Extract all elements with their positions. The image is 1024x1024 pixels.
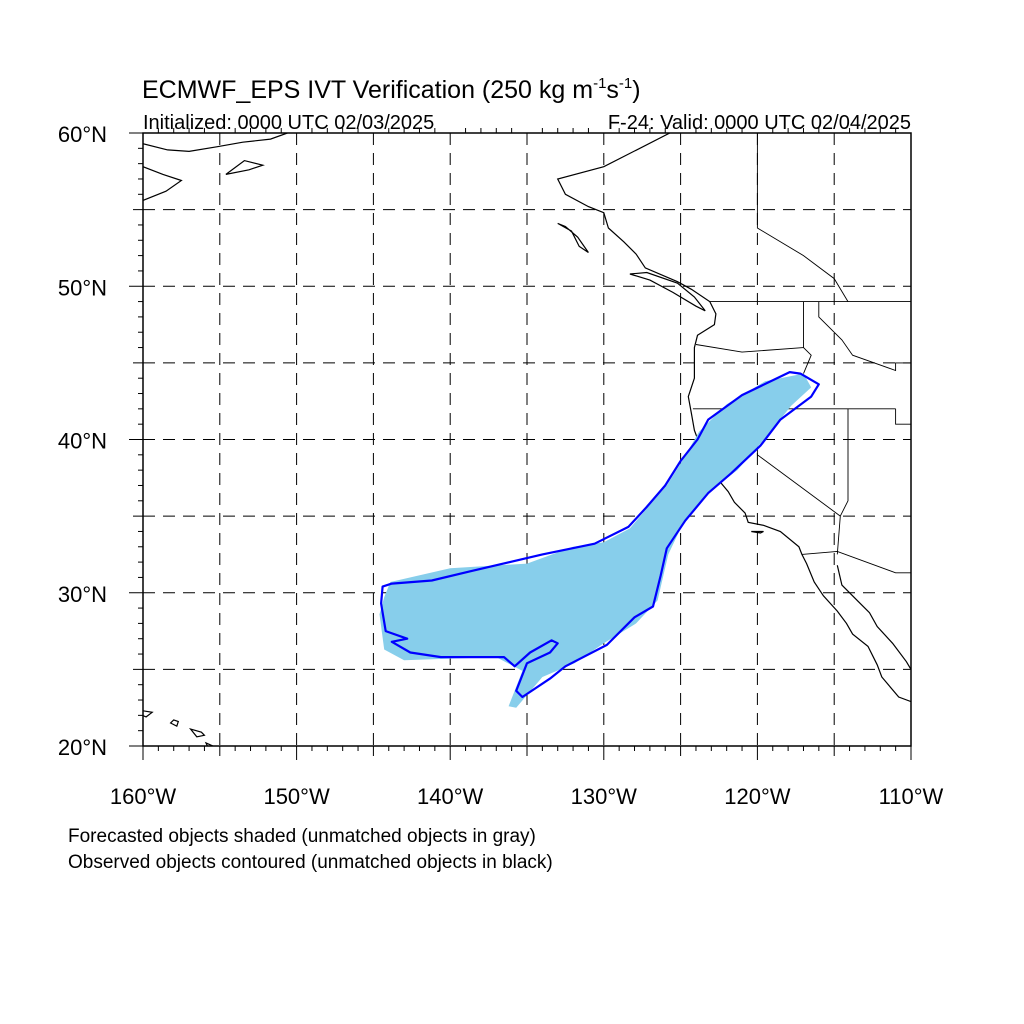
subtitle-valid: F-24: Valid: 0000 UTC 02/04/2025 (608, 112, 911, 134)
grid-lines (143, 133, 911, 746)
border-ut-line (895, 408, 911, 425)
border-or-wa (695, 344, 804, 353)
observed-object-contour (380, 371, 820, 699)
border-us-mexico (801, 550, 911, 574)
coastline-hawaii-3 (188, 728, 206, 738)
lon-label: 130°W (571, 784, 638, 809)
caption-observed: Observed objects contoured (unmatched ob… (68, 852, 553, 873)
lon-label: 120°W (724, 784, 791, 809)
caption-forecast: Forecasted objects shaded (unmatched obj… (68, 826, 536, 847)
lat-label: 50°N (58, 275, 107, 300)
axis-labels: 160°W 150°W 140°W 130°W 120°W 110°W 60°N 50°N 40… (58, 122, 944, 809)
forecast-object (379, 373, 812, 708)
lat-label: 20°N (58, 735, 107, 760)
coastline-hawaii-4 (204, 741, 215, 746)
lon-label: 140°W (417, 784, 484, 809)
coastline-hawaii-2 (169, 719, 180, 727)
border-id-mt (818, 301, 911, 372)
coastline-kodiak (225, 159, 265, 175)
lat-label: 60°N (58, 122, 107, 147)
plot-area (143, 133, 911, 746)
coastline-channel-islands (751, 530, 764, 534)
map-title: ECMWF_EPS IVT Verification (250 kg m-1s-… (142, 75, 641, 104)
border-bc-ab (756, 133, 849, 302)
subtitle-initialized: Initialized: 0000 UTC 02/03/2025 (143, 112, 434, 134)
lon-label: 150°W (263, 784, 330, 809)
coastline-mainland-gulf (836, 565, 911, 670)
lon-label: 110°W (879, 784, 944, 809)
lat-label: 30°N (58, 582, 107, 607)
lon-label: 160°W (110, 784, 177, 809)
border-id-wa (803, 301, 812, 374)
coastline-haida-gwaii (557, 222, 589, 254)
lat-label: 40°N (58, 429, 107, 454)
coastline-alaska-pen (143, 166, 183, 201)
coastline-alaska-north (143, 133, 288, 153)
coastline-vancouver-island (629, 271, 706, 312)
axis-ticks (129, 128, 912, 760)
political-borders (692, 133, 911, 574)
border-az-nv (836, 408, 849, 555)
coastline-hawaii-1 (143, 710, 154, 718)
